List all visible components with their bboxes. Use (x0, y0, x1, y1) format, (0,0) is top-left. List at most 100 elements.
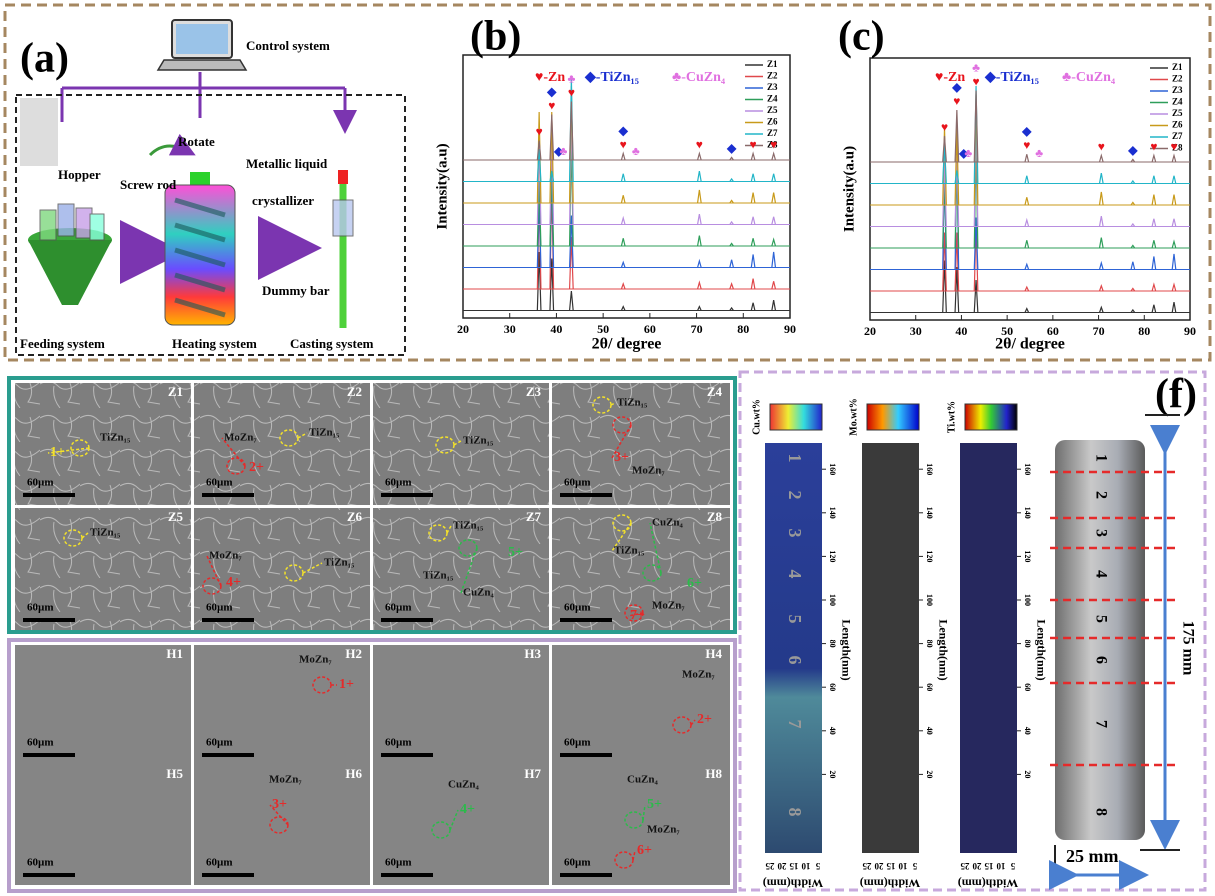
marker-arrow (297, 432, 308, 439)
peak (771, 192, 777, 204)
map-segment: 4 (785, 570, 805, 579)
phase-marker: ♥ (1150, 139, 1157, 153)
colorbar (964, 403, 1018, 431)
label: Metallic liquid (246, 156, 328, 171)
peak (549, 114, 555, 161)
peak (549, 111, 555, 204)
length-tick: 160 (1023, 463, 1032, 475)
phase-marker: ♣ (964, 146, 972, 160)
label: Heating system (172, 336, 257, 351)
marker-arrow (610, 402, 616, 406)
peak (620, 151, 626, 161)
phase-marker: ◆ (958, 146, 969, 160)
peak (750, 151, 756, 161)
annotation: 2+ (249, 460, 264, 475)
annotation: MoZn₇ (209, 550, 242, 562)
length-label: Length(nm) (936, 619, 950, 680)
phase-marker: ♥ (1098, 139, 1105, 153)
peak (696, 258, 702, 268)
scale-label: 60µm (564, 602, 591, 614)
width-label: Width(mm) (860, 876, 920, 890)
phase-marker: ◆ (553, 144, 564, 158)
length-tick: 100 (1023, 594, 1032, 606)
map-segment: 8 (785, 808, 805, 817)
length-tick: 40 (1023, 727, 1032, 735)
peak (771, 151, 777, 161)
annotation: TiZn₁₅ (617, 397, 648, 409)
map-label: Cu.wt% (751, 399, 762, 435)
peak (1130, 179, 1136, 184)
phase-symbol: ◆ (984, 70, 997, 85)
peak (1171, 218, 1177, 227)
phase-symbol: ♣ (1062, 70, 1071, 85)
peak (620, 195, 626, 204)
image-label: Z1 (168, 384, 183, 399)
phase-marker: ♣ (972, 60, 980, 74)
phase-marker: ◆ (951, 80, 962, 94)
length-tick: 120 (828, 550, 837, 562)
x-tick-label: 60 (1047, 324, 1059, 338)
phase-marker: ♥ (696, 137, 703, 151)
y-axis-label: Intensity(a.u) (434, 143, 450, 229)
peak (729, 199, 734, 204)
peak (942, 260, 947, 313)
peak (620, 260, 626, 268)
marker-arrow (649, 522, 662, 574)
peak (620, 281, 626, 290)
image-label: H1 (166, 646, 183, 661)
scale-label: 60µm (206, 477, 233, 489)
peak (1151, 256, 1157, 270)
peak (549, 258, 555, 311)
length-tick: 80 (828, 640, 837, 648)
peak (1171, 253, 1177, 270)
phase-marker: ◆ (1021, 124, 1032, 138)
annotation: 6+ (637, 843, 652, 858)
x-tick-label: 20 (457, 322, 469, 336)
annotation: TiZn₁₅ (309, 427, 340, 439)
peak (1130, 222, 1136, 227)
legend-label: Z4 (767, 94, 778, 104)
sem-image (15, 765, 191, 885)
image-label: Z3 (526, 384, 542, 399)
laptop-base (156, 59, 248, 71)
peak (1151, 282, 1157, 292)
length-tick: 20 (925, 770, 934, 778)
peak (771, 299, 777, 311)
peak (1098, 260, 1104, 270)
width-tick: 10 (801, 861, 811, 871)
peak (1171, 282, 1177, 292)
legend-label: Z8 (1172, 143, 1183, 153)
length-tick: 40 (925, 727, 934, 735)
segment-label: 2 (1092, 491, 1109, 499)
length-tick: 60 (828, 683, 837, 691)
segment-label: 3 (1092, 529, 1109, 537)
top-frame (3, 3, 1212, 362)
peak (696, 280, 702, 290)
element-map (960, 443, 1017, 853)
peak (568, 215, 574, 268)
control-line (62, 72, 345, 90)
marker-arrow (453, 440, 462, 446)
image-label: Z5 (168, 509, 184, 524)
scale-label: 60µm (385, 737, 412, 749)
annotation: CuZn₄ (463, 587, 495, 599)
control-arrow (60, 88, 345, 122)
width-label: Width(mm) (958, 876, 1018, 890)
element-map (765, 443, 822, 853)
map-segment: 7 (785, 720, 805, 729)
peak (1024, 217, 1030, 227)
phase-name: -TiZn₁₅ (596, 70, 639, 85)
annotation: TiZn₁₅ (463, 435, 494, 447)
map-segment: 6 (785, 656, 805, 665)
width-tick: 20 (972, 861, 982, 871)
peak (942, 135, 947, 163)
x-tick-label: 40 (550, 322, 562, 336)
label: Casting system (290, 336, 374, 351)
annotation: TiZn₁₅ (324, 557, 355, 569)
annotation: 4+ (226, 575, 241, 590)
peak (1171, 301, 1177, 313)
peak (729, 156, 734, 161)
image-label: H3 (524, 646, 541, 661)
peak (696, 235, 702, 247)
annotation: 1+ (339, 677, 354, 692)
